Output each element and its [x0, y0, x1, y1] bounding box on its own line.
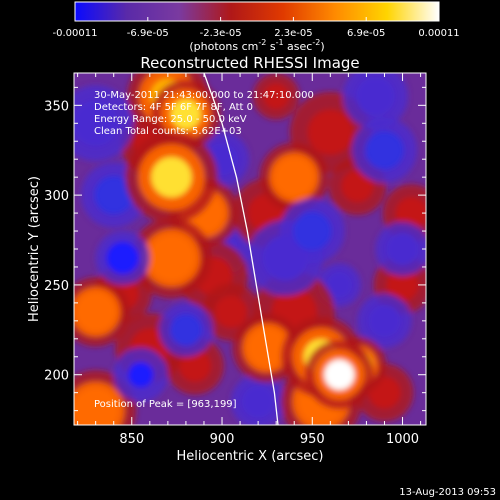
- heat-blob: [94, 175, 134, 215]
- heat-blob: [292, 211, 332, 251]
- heat-blob: [307, 109, 354, 156]
- observation-info: 30-May-2011 21:43:00.000 to 21:47:10.000…: [94, 90, 314, 137]
- y-axis-label: Heliocentric Y (arcsec): [27, 176, 42, 322]
- heatmap-cells: [74, 73, 426, 425]
- heat-blob: [214, 295, 248, 329]
- heat-blob: [386, 232, 419, 266]
- y-tick-label: 250: [44, 279, 69, 294]
- colorbar-tick-label: 6.9e-05: [347, 28, 385, 39]
- heat-blob: [263, 83, 290, 110]
- heat-blob: [324, 359, 355, 390]
- x-tick-label: 900: [210, 432, 235, 447]
- colorbar-tick-label: 0.00011: [418, 28, 459, 39]
- heat-blob: [74, 100, 119, 147]
- heat-blob: [128, 362, 154, 388]
- info-line: Energy Range: 25.0 - 50.0 keV: [94, 114, 247, 125]
- heat-blob: [74, 387, 119, 425]
- y-tick-label: 350: [44, 99, 69, 114]
- heat-blob: [386, 268, 419, 302]
- heat-blob: [341, 169, 374, 203]
- colorbar-ticks: -0.00011 -6.9e-05 -2.3e-05 2.3e-05 6.9e-05 0.…: [53, 17, 460, 39]
- heat-blob: [169, 313, 203, 347]
- colorbar-units: (photons cm-2 s-1 asec-2): [189, 38, 324, 53]
- y-tick-label: 300: [44, 189, 69, 204]
- info-line: Clean Total counts: 5.62E+03: [94, 126, 242, 137]
- colorbar: [74, 1, 440, 22]
- heat-blob: [178, 349, 212, 382]
- heat-blob: [241, 385, 275, 418]
- chart-title: Reconstructed RHESSI Image: [140, 54, 359, 72]
- y-tick-label: 200: [44, 369, 69, 384]
- x-tick-label: 850: [119, 432, 144, 447]
- x-axis-label: Heliocentric X (arcsec): [177, 449, 324, 464]
- axis-ticks: 850 900 950 1000 200 250 300 350: [44, 73, 426, 447]
- peak-position: Position of Peak = [963,199]: [94, 399, 237, 410]
- heat-blob: [355, 76, 395, 116]
- heat-blob: [151, 156, 192, 198]
- heat-blob: [170, 99, 202, 130]
- colorbar-tick-label: -0.00011: [53, 28, 98, 39]
- heat-blob: [368, 304, 401, 338]
- timestamp: 13-Aug-2013 09:53: [399, 487, 496, 498]
- solar-limb-curve: [203, 73, 279, 425]
- heat-blob: [106, 241, 139, 275]
- plot-area: [74, 73, 426, 425]
- x-tick-label: 1000: [386, 432, 419, 447]
- heat-blob: [274, 157, 314, 197]
- heat-blob: [148, 235, 195, 281]
- info-line: 30-May-2011 21:43:00.000 to 21:47:10.000: [94, 90, 314, 101]
- x-tick-label: 950: [300, 432, 325, 447]
- colorbar-tick-label: -6.9e-05: [127, 28, 169, 39]
- info-line: Detectors: 4F 5F 6F 7F 8F, Att 0: [94, 102, 253, 113]
- colorbar-tick-label: -2.3e-05: [200, 28, 242, 39]
- heat-blob: [76, 292, 116, 332]
- heat-blob: [364, 130, 404, 170]
- colorbar-tick-label: 2.3e-05: [274, 28, 312, 39]
- heat-blob: [326, 271, 353, 298]
- heat-blob: [395, 196, 426, 230]
